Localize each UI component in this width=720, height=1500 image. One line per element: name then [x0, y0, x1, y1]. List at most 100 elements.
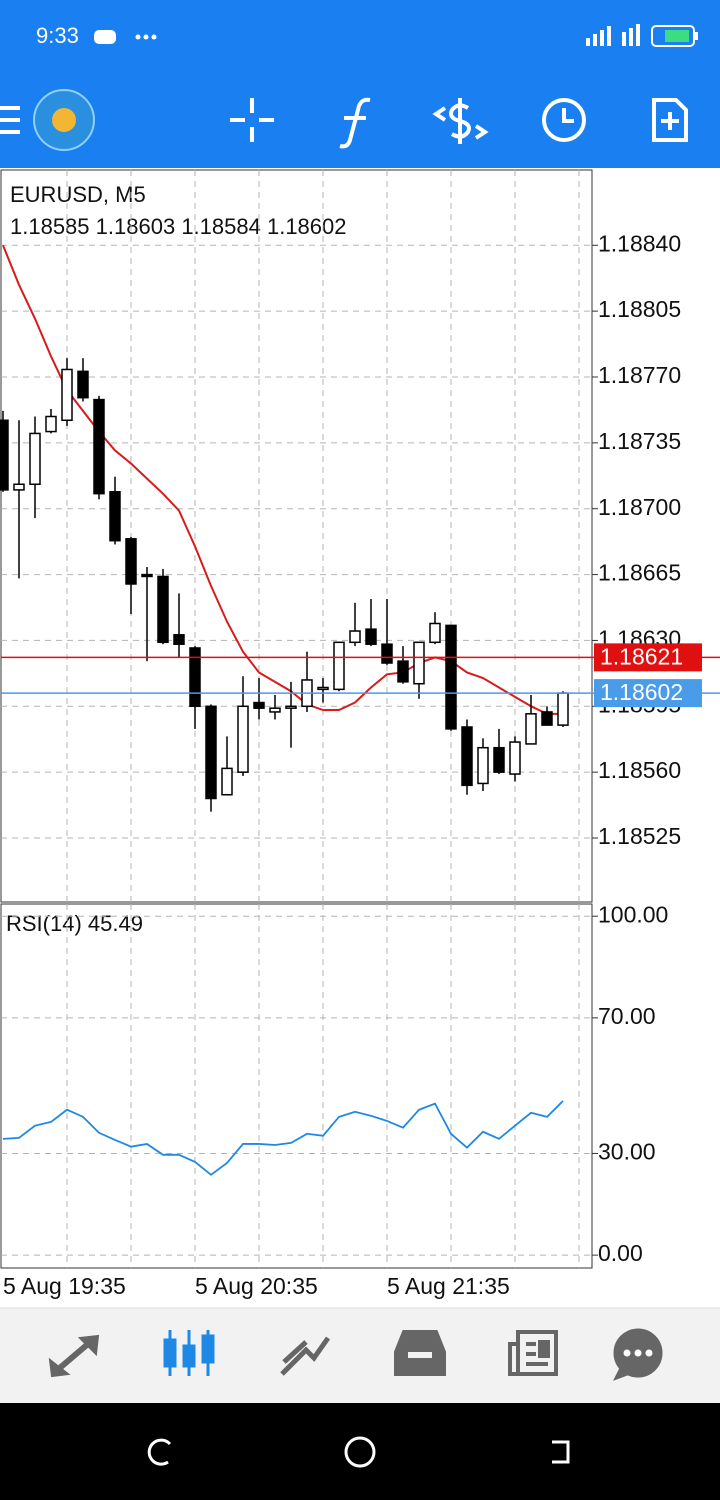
- candle-body: [0, 419, 9, 491]
- candle: [221, 736, 233, 796]
- candle: [205, 704, 217, 812]
- candle: [301, 651, 313, 712]
- menu-button[interactable]: [0, 106, 20, 134]
- rsi-title: RSI(14) 45.49: [6, 911, 143, 936]
- candle: [477, 738, 489, 791]
- candle: [189, 646, 201, 729]
- candle: [269, 695, 281, 720]
- candle-body: [477, 746, 489, 785]
- history-button[interactable]: [542, 98, 586, 142]
- rsi-name: RSI(14): [6, 911, 82, 936]
- home-button[interactable]: [344, 1436, 376, 1468]
- candle-body: [237, 705, 249, 773]
- system-nav-buttons: [147, 1436, 570, 1468]
- candle-body: [173, 634, 185, 645]
- y-tick-label: 100.00: [598, 901, 668, 927]
- candle-body: [109, 491, 121, 542]
- candle: [173, 593, 185, 658]
- quotes-tab[interactable]: [48, 1334, 100, 1378]
- candle-body: [125, 538, 137, 585]
- candle: [509, 736, 521, 782]
- price-level-tag: [594, 643, 702, 672]
- rsi-line: [2, 1100, 564, 1176]
- y-tick-label: 1.18560: [598, 757, 681, 783]
- chat-tab[interactable]: [612, 1328, 663, 1381]
- rsi-current: 45.49: [88, 911, 143, 936]
- candle: [493, 728, 505, 775]
- y-tick-label: 30.00: [598, 1139, 656, 1165]
- candle: [157, 568, 169, 645]
- price-level-label: 1.18621: [600, 643, 683, 669]
- rsi-chart-frame: [0, 903, 593, 1269]
- status-time: 9:33: [36, 23, 79, 48]
- close-readout: 1.18602: [267, 214, 347, 239]
- crosshair-button[interactable]: [230, 98, 274, 142]
- x-tick-label: 5 Aug 19:35: [3, 1273, 126, 1299]
- candle-body: [541, 711, 553, 726]
- status-icons: [94, 24, 698, 47]
- candle-body: [45, 415, 57, 433]
- ohlc-readout: 1.18585 1.18603 1.18584 1.18602: [10, 214, 347, 239]
- x-tick-label: 5 Aug 20:35: [195, 1273, 318, 1299]
- candle: [349, 602, 361, 647]
- trade-tab[interactable]: [280, 1336, 331, 1376]
- price-level-label: 1.18602: [600, 679, 683, 705]
- new-order-button[interactable]: [652, 98, 688, 142]
- candle-body: [461, 726, 473, 787]
- candle: [237, 676, 249, 776]
- candle: [109, 476, 121, 545]
- back-button[interactable]: [552, 1440, 570, 1464]
- candle-body: [493, 746, 505, 773]
- candle-body: [189, 647, 201, 708]
- trade-button[interactable]: [432, 98, 489, 144]
- candle-body: [509, 741, 521, 775]
- indicators-button[interactable]: [339, 97, 371, 149]
- candle-body: [445, 624, 457, 730]
- candle: [365, 599, 377, 647]
- y-tick-label: 1.18840: [598, 230, 681, 256]
- candle-body: [525, 713, 537, 745]
- candle: [317, 678, 329, 703]
- candle: [77, 358, 89, 402]
- candle-body: [253, 701, 265, 709]
- candle: [525, 695, 537, 745]
- y-tick-label: 1.18700: [598, 494, 681, 520]
- candle: [45, 408, 57, 434]
- low-readout: 1.18584: [181, 214, 261, 239]
- candle: [285, 681, 297, 748]
- candle-body: [429, 622, 441, 644]
- y-tick-label: 70.00: [598, 1003, 656, 1029]
- recents-button[interactable]: [147, 1438, 172, 1466]
- main-chart-frame: [0, 169, 593, 903]
- candle-body: [29, 432, 41, 486]
- moving-average-line: [2, 244, 563, 715]
- news-tab[interactable]: [508, 1330, 558, 1376]
- candle: [13, 420, 25, 579]
- candle: [541, 706, 553, 726]
- app-header: [0, 0, 720, 168]
- history-tab[interactable]: [394, 1330, 446, 1376]
- candle-body: [365, 628, 377, 645]
- candle: [429, 612, 441, 645]
- candle: [0, 410, 9, 492]
- y-tick-label: 1.18525: [598, 823, 681, 849]
- candle: [461, 719, 473, 795]
- candle: [397, 646, 409, 684]
- y-tick-label: 1.18665: [598, 560, 681, 586]
- candle-body: [285, 705, 297, 709]
- candle: [381, 599, 393, 665]
- candle-body: [61, 368, 73, 422]
- candle: [125, 536, 137, 615]
- candle-body: [269, 707, 281, 713]
- candle-body: [141, 573, 153, 578]
- candle-body: [221, 767, 233, 796]
- candle-body: [381, 643, 393, 664]
- candle-body: [397, 660, 409, 683]
- y-tick-label: 1.18735: [598, 428, 681, 454]
- chart-tab[interactable]: [163, 1330, 215, 1376]
- bottom-nav-icons: [48, 1328, 663, 1381]
- candle: [141, 567, 153, 662]
- candle: [61, 358, 73, 426]
- candle: [93, 395, 105, 500]
- candle: [253, 678, 265, 720]
